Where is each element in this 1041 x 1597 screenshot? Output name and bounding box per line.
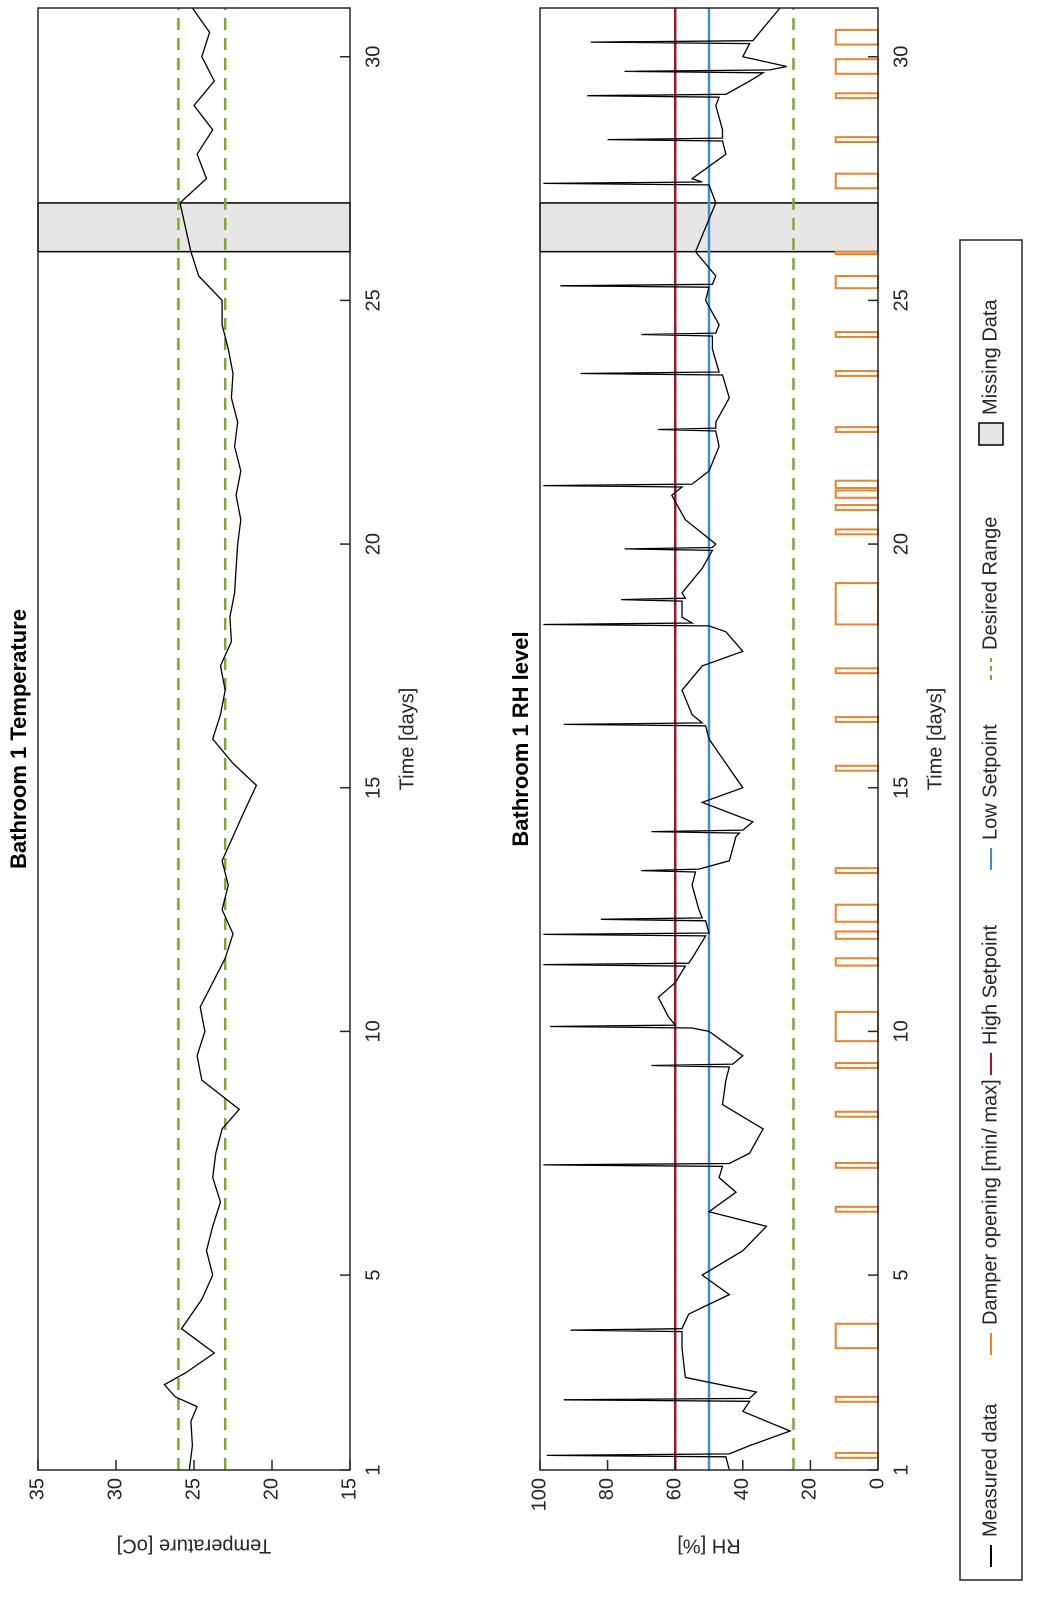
x-tick-label: 20 xyxy=(362,533,384,555)
legend-label: High Setpoint xyxy=(979,924,1001,1045)
y-tick-label: 20 xyxy=(260,1478,282,1500)
x-tick-label: 5 xyxy=(362,1270,384,1281)
y-tick-label: 35 xyxy=(26,1478,48,1500)
x-tick-label: 20 xyxy=(890,533,912,555)
x-axis-label: Time [days] xyxy=(396,688,418,791)
legend-box xyxy=(959,239,1023,1581)
y-tick-label: 20 xyxy=(799,1478,821,1500)
missing-range xyxy=(37,202,351,253)
y-tick-label: 15 xyxy=(338,1478,360,1500)
y-tick-label: 30 xyxy=(104,1478,126,1500)
plot-frame xyxy=(539,7,879,1471)
x-tick-label: 25 xyxy=(890,289,912,311)
legend-label: Missing Data xyxy=(979,299,1001,415)
chart-title: Bathroom 1 RH level xyxy=(508,631,533,846)
y-tick-label: 25 xyxy=(182,1478,204,1500)
legend-label: Measured data xyxy=(979,1403,1001,1537)
legend-swatch xyxy=(978,422,1004,446)
y-axis-label: Temperature [oC] xyxy=(117,1535,272,1557)
x-tick-label: 10 xyxy=(362,1020,384,1042)
x-tick-label: 30 xyxy=(362,46,384,68)
legend-label: Damper opening [min/ max] xyxy=(979,1079,1001,1325)
x-tick-label: 15 xyxy=(890,777,912,799)
y-tick-label: 40 xyxy=(731,1478,753,1500)
measured-line xyxy=(163,7,258,1471)
legend: Measured data Damper opening [min/ max] Hi… xyxy=(959,239,1023,1581)
y-axis-label: RH [%] xyxy=(677,1535,740,1557)
x-tick-label: 1 xyxy=(890,1464,912,1475)
y-tick-label: 60 xyxy=(663,1478,685,1500)
x-tick-label: 30 xyxy=(890,46,912,68)
x-tick-label: 5 xyxy=(890,1270,912,1281)
x-tick-label: 25 xyxy=(362,289,384,311)
measured-line xyxy=(543,7,792,1471)
legend-label: Low Setpoint xyxy=(979,724,1001,840)
plot-background xyxy=(38,8,350,1470)
x-axis-label: Time [days] xyxy=(924,688,946,791)
y-tick-label: 100 xyxy=(528,1478,550,1511)
x-tick-label: 1 xyxy=(362,1464,384,1475)
x-tick-label: 15 xyxy=(362,777,384,799)
chart-title: Bathroom 1 Temperature xyxy=(6,609,31,869)
y-tick-label: 80 xyxy=(596,1478,618,1500)
y-tick-label: 0 xyxy=(866,1478,888,1489)
legend-label: Desired Range xyxy=(979,517,1001,650)
x-tick-label: 10 xyxy=(890,1020,912,1042)
